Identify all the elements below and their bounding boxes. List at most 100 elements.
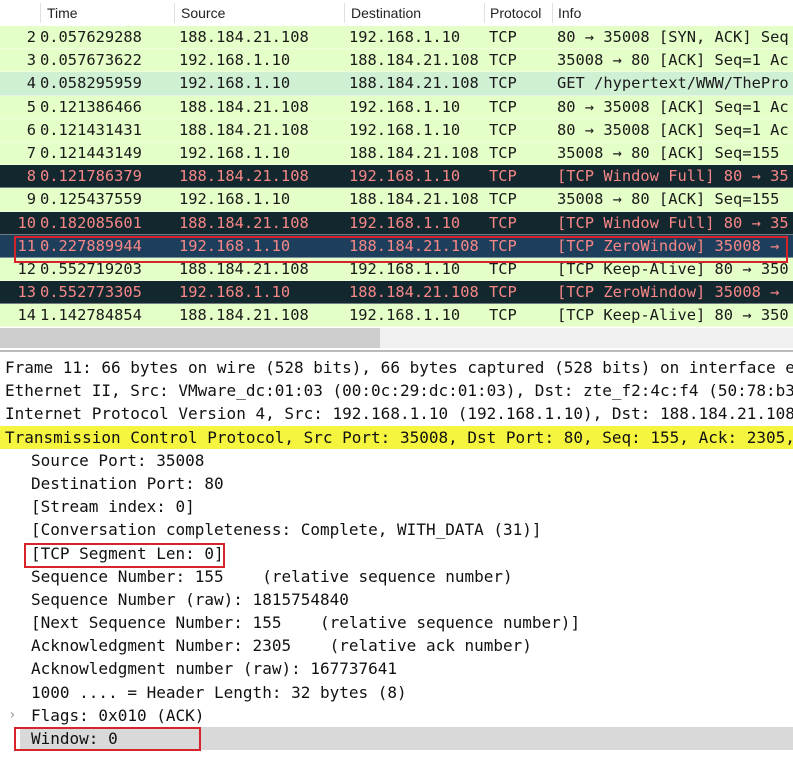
packet-destination: 192.168.1.10 bbox=[349, 28, 461, 46]
detail-text: Destination Port: 80 bbox=[31, 473, 224, 493]
packet-list: 2 0.057629288 188.184.21.108 192.168.1.10 TC… bbox=[0, 26, 793, 328]
horizontal-scrollbar[interactable] bbox=[0, 328, 793, 348]
packet-row[interactable]: 14 1.142784854 188.184.21.108 192.168.1.10 T… bbox=[0, 304, 793, 328]
packet-row[interactable]: 11 0.227889944 192.168.1.10 188.184.21.108 T… bbox=[0, 234, 793, 258]
detail-text: Ethernet II, Src: VMware_dc:01:03 (00:0c… bbox=[5, 381, 793, 401]
detail-line[interactable]: Acknowledgment number (raw): 167737641 bbox=[0, 657, 793, 680]
detail-line[interactable]: [TCP Segment Len: 0] bbox=[0, 542, 793, 565]
column-header-time[interactable]: Time bbox=[47, 5, 78, 21]
detail-text: Flags: 0x010 (ACK) bbox=[31, 705, 205, 725]
packet-number: 14 bbox=[17, 306, 36, 325]
packet-row[interactable]: 6 0.121431431 188.184.21.108 192.168.1.10 TC… bbox=[0, 118, 793, 142]
detail-line[interactable]: Source Port: 35008 bbox=[0, 449, 793, 472]
packet-list-header: Time Source Destination Protocol Info bbox=[0, 0, 793, 26]
packet-protocol: TCP bbox=[489, 259, 517, 278]
packet-row[interactable]: 8 0.121786379 188.184.21.108 192.168.1.10 TC… bbox=[0, 165, 793, 189]
packet-destination: 188.184.21.108 bbox=[349, 236, 479, 255]
column-header-info[interactable]: Info bbox=[558, 5, 582, 21]
detail-text: Internet Protocol Version 4, Src: 192.16… bbox=[5, 404, 793, 424]
column-header-destination[interactable]: Destination bbox=[351, 5, 422, 21]
highlight-box-segment-len bbox=[24, 543, 225, 568]
packet-info: [TCP Window Full] 80 → 35 bbox=[557, 213, 789, 232]
packet-row[interactable]: 4 0.058295959 192.168.1.10 188.184.21.108 TC… bbox=[0, 72, 793, 96]
packet-number: 12 bbox=[17, 259, 36, 278]
detail-line[interactable]: Window: 0 bbox=[20, 727, 793, 751]
expand-chevron-icon[interactable]: › bbox=[8, 706, 17, 723]
scrollbar-thumb[interactable] bbox=[0, 328, 380, 348]
packet-time: 0.227889944 bbox=[40, 236, 142, 255]
column-header-protocol[interactable]: Protocol bbox=[490, 5, 542, 21]
packet-protocol: TCP bbox=[489, 74, 517, 93]
packet-info: 35008 → 80 [ACK] Seq=155 bbox=[557, 143, 780, 162]
packet-info: GET /hypertext/WWW/ThePro bbox=[557, 74, 789, 93]
packet-destination: 192.168.1.10 bbox=[349, 97, 461, 116]
packet-row[interactable]: 12 0.552719203 188.184.21.108 192.168.1.10 T… bbox=[0, 257, 793, 282]
pane-divider[interactable] bbox=[0, 350, 793, 352]
packet-protocol: TCP bbox=[489, 28, 517, 46]
packet-protocol: TCP bbox=[489, 120, 517, 139]
packet-protocol: TCP bbox=[489, 97, 517, 116]
packet-number: 9 bbox=[26, 190, 36, 209]
packet-destination: 192.168.1.10 bbox=[349, 167, 461, 186]
packet-time: 0.121431431 bbox=[40, 120, 142, 139]
packet-source: 188.184.21.108 bbox=[179, 306, 309, 325]
packet-number: 7 bbox=[26, 143, 36, 162]
detail-line[interactable]: Sequence Number: 155 (relative sequence … bbox=[0, 565, 793, 588]
detail-text: [Stream index: 0] bbox=[31, 497, 195, 517]
packet-source: 188.184.21.108 bbox=[179, 97, 309, 116]
detail-text: Transmission Control Protocol, Src Port:… bbox=[5, 427, 793, 447]
column-separator[interactable] bbox=[484, 3, 485, 23]
detail-text: Acknowledgment number (raw): 167737641 bbox=[31, 659, 398, 679]
detail-text: Window: 0 bbox=[31, 729, 118, 748]
packet-details-pane: Frame 11: 66 bytes on wire (528 bits), 6… bbox=[0, 356, 793, 751]
packet-row[interactable]: 5 0.121386466 188.184.21.108 192.168.1.10 TC… bbox=[0, 95, 793, 119]
detail-line[interactable]: Ethernet II, Src: VMware_dc:01:03 (00:0c… bbox=[0, 379, 793, 402]
packet-source: 192.168.1.10 bbox=[179, 283, 291, 302]
detail-line[interactable]: [Conversation completeness: Complete, WI… bbox=[0, 518, 793, 541]
packet-time: 1.142784854 bbox=[40, 306, 142, 325]
packet-destination: 188.184.21.108 bbox=[349, 190, 479, 209]
packet-destination: 192.168.1.10 bbox=[349, 306, 461, 325]
column-separator[interactable] bbox=[344, 3, 345, 23]
packet-destination: 188.184.21.108 bbox=[349, 283, 479, 302]
detail-text: [Conversation completeness: Complete, WI… bbox=[31, 520, 542, 540]
column-separator[interactable] bbox=[552, 3, 553, 23]
packet-number: 10 bbox=[17, 213, 36, 232]
detail-line[interactable]: Destination Port: 80 bbox=[0, 472, 793, 495]
packet-source: 188.184.21.108 bbox=[179, 120, 309, 139]
detail-line[interactable]: Transmission Control Protocol, Src Port:… bbox=[0, 425, 793, 449]
packet-destination: 188.184.21.108 bbox=[349, 51, 479, 70]
packet-protocol: TCP bbox=[489, 306, 517, 325]
packet-row[interactable]: 7 0.121443149 192.168.1.10 188.184.21.108 TC… bbox=[0, 141, 793, 166]
packet-time: 0.121443149 bbox=[40, 143, 142, 162]
packet-row[interactable]: 9 0.125437559 192.168.1.10 188.184.21.108 TC… bbox=[0, 188, 793, 212]
column-separator[interactable] bbox=[174, 3, 175, 23]
packet-destination: 188.184.21.108 bbox=[349, 143, 479, 162]
highlight-box-packet-11 bbox=[14, 236, 788, 263]
detail-text: Source Port: 35008 bbox=[31, 450, 205, 470]
packet-time: 0.552719203 bbox=[40, 259, 142, 278]
detail-line[interactable]: [Stream index: 0] bbox=[0, 495, 793, 518]
packet-row[interactable]: 13 0.552773305 192.168.1.10 188.184.21.108 T… bbox=[0, 281, 793, 305]
packet-source: 188.184.21.108 bbox=[179, 259, 309, 278]
packet-protocol: TCP bbox=[489, 143, 517, 162]
detail-text: 1000 .... = Header Length: 32 bytes (8) bbox=[31, 682, 407, 702]
detail-line[interactable]: Frame 11: 66 bytes on wire (528 bits), 6… bbox=[0, 356, 793, 379]
packet-row[interactable]: 10 0.182085601 188.184.21.108 192.168.1.10 T… bbox=[0, 211, 793, 235]
column-header-source[interactable]: Source bbox=[181, 5, 226, 21]
packet-row[interactable]: 2 0.057629288 188.184.21.108 192.168.1.10 TC… bbox=[0, 26, 793, 50]
detail-line[interactable]: [Next Sequence Number: 155 (relative seq… bbox=[0, 611, 793, 634]
packet-protocol: TCP bbox=[489, 190, 517, 209]
column-separator[interactable] bbox=[40, 3, 41, 23]
packet-row[interactable]: 3 0.057673622 192.168.1.10 188.184.21.108 TC… bbox=[0, 49, 793, 73]
packet-destination: 192.168.1.10 bbox=[349, 120, 461, 139]
detail-line[interactable]: › Flags: 0x010 (ACK) bbox=[0, 704, 793, 727]
detail-line[interactable]: Internet Protocol Version 4, Src: 192.16… bbox=[0, 402, 793, 425]
detail-line[interactable]: Sequence Number (raw): 1815754840 bbox=[0, 588, 793, 611]
packet-number: 4 bbox=[26, 74, 36, 93]
packet-info: 80 → 35008 [SYN, ACK] Seq bbox=[557, 28, 789, 46]
packet-number: 8 bbox=[26, 167, 36, 186]
detail-line[interactable]: 1000 .... = Header Length: 32 bytes (8) bbox=[0, 681, 793, 704]
packet-source: 192.168.1.10 bbox=[179, 74, 291, 93]
detail-line[interactable]: Acknowledgment Number: 2305 (relative ac… bbox=[0, 634, 793, 657]
